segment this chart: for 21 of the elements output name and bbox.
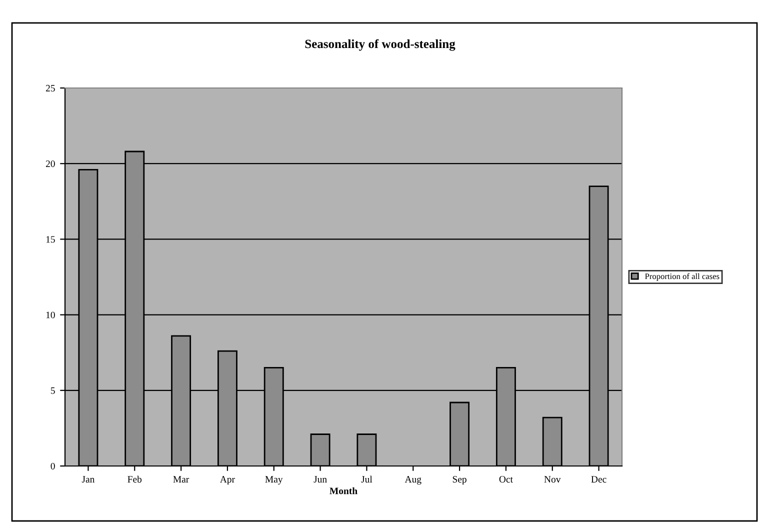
y-tick-label: 0: [50, 462, 55, 470]
x-tick-label: Jun: [314, 476, 327, 483]
x-tick-label: May: [265, 476, 283, 485]
x-tick-label: Jul: [361, 476, 372, 483]
x-tick-label: Mar: [173, 476, 190, 483]
x-axis-title: Month: [330, 487, 358, 494]
x-tick-label: Apr: [220, 476, 235, 485]
x-tick-label: Aug: [404, 476, 422, 485]
x-tick-label: Feb: [128, 476, 142, 483]
x-tick-label: Dec: [591, 476, 606, 483]
x-tick-label: Nov: [544, 476, 561, 483]
y-tick-label: 5: [50, 387, 55, 394]
chart-title: Seasonality of wood-stealing: [305, 39, 456, 51]
y-tick-label: 15: [46, 236, 55, 243]
y-tick-label: 20: [46, 160, 55, 168]
y-tick-label: 10: [46, 312, 55, 318]
y-tick-label: 25: [46, 84, 55, 92]
legend-label: Proportion of all cases: [645, 273, 720, 281]
x-tick-label: Oct: [499, 476, 513, 483]
x-tick-label: Sep: [452, 476, 466, 485]
x-tick-label: Jan: [82, 476, 95, 483]
